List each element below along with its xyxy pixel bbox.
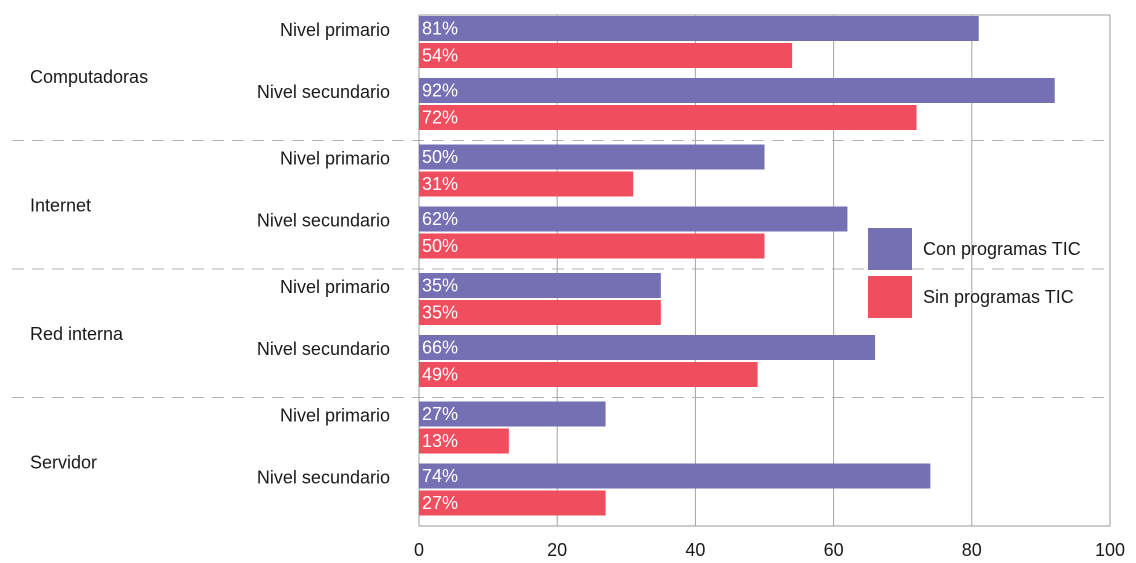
group-label: Internet bbox=[30, 195, 91, 215]
subgroup-label: Nivel primario bbox=[280, 405, 390, 425]
bar-value-label: 35% bbox=[422, 275, 458, 295]
legend-swatch bbox=[868, 276, 912, 318]
bar-value-label: 54% bbox=[422, 45, 458, 65]
bar bbox=[419, 105, 917, 130]
bar-value-label: 62% bbox=[422, 209, 458, 229]
x-tick-label: 20 bbox=[547, 540, 567, 560]
bar-value-label: 74% bbox=[422, 466, 458, 486]
bar-value-label: 81% bbox=[422, 18, 458, 38]
bar-value-label: 92% bbox=[422, 80, 458, 100]
bar bbox=[419, 401, 606, 427]
bar bbox=[419, 144, 765, 170]
bar-value-label: 66% bbox=[422, 337, 458, 357]
plot-frame bbox=[418, 14, 1111, 527]
bar-value-label: 50% bbox=[422, 236, 458, 256]
group-label: Red interna bbox=[30, 324, 124, 344]
legend-label: Con programas TIC bbox=[923, 239, 1081, 259]
group-label: Servidor bbox=[30, 452, 97, 472]
subgroup-label: Nivel secundario bbox=[257, 82, 390, 102]
bar-value-label: 49% bbox=[422, 364, 458, 384]
bar bbox=[419, 300, 661, 325]
bar bbox=[419, 16, 979, 41]
bar-value-label: 50% bbox=[422, 147, 458, 167]
bar bbox=[419, 490, 606, 516]
bar bbox=[419, 463, 931, 489]
x-tick-label: 60 bbox=[824, 540, 844, 560]
subgroup-label: Nivel primario bbox=[280, 20, 390, 40]
legend-swatch bbox=[868, 228, 912, 270]
bar bbox=[419, 78, 1055, 103]
bar-value-label: 72% bbox=[422, 107, 458, 127]
group-label: Computadoras bbox=[30, 67, 148, 87]
bar bbox=[419, 206, 848, 232]
bar bbox=[419, 43, 793, 68]
legend-label: Sin programas TIC bbox=[923, 287, 1074, 307]
x-tick-label: 100 bbox=[1095, 540, 1125, 560]
bar bbox=[419, 273, 661, 298]
subgroup-label: Nivel primario bbox=[280, 277, 390, 297]
subgroup-label: Nivel secundario bbox=[257, 467, 390, 487]
x-tick-label: 40 bbox=[685, 540, 705, 560]
bar-value-label: 13% bbox=[422, 431, 458, 451]
bar-value-label: 27% bbox=[422, 493, 458, 513]
x-tick-label: 0 bbox=[414, 540, 424, 560]
bar-value-label: 35% bbox=[422, 302, 458, 322]
subgroup-label: Nivel secundario bbox=[257, 339, 390, 359]
bar bbox=[419, 335, 876, 360]
subgroup-label: Nivel primario bbox=[280, 148, 390, 168]
subgroup-label: Nivel secundario bbox=[257, 210, 390, 230]
bar bbox=[419, 233, 765, 259]
bar bbox=[419, 428, 509, 454]
bar bbox=[419, 362, 758, 387]
bar-value-label: 27% bbox=[422, 404, 458, 424]
x-tick-label: 80 bbox=[962, 540, 982, 560]
bar bbox=[419, 171, 634, 197]
bar-value-label: 31% bbox=[422, 174, 458, 194]
